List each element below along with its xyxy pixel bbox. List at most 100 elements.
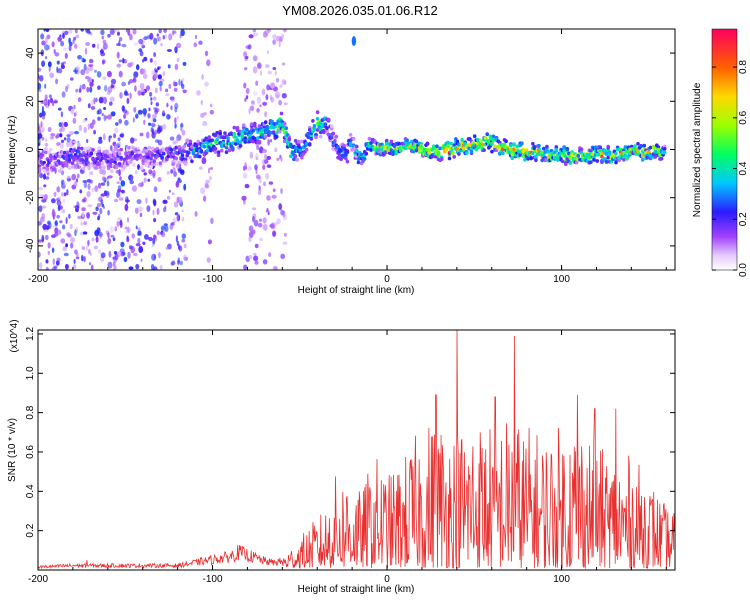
noise-speck [252, 207, 257, 211]
noise-speck [48, 66, 51, 72]
noise-speck [74, 43, 78, 49]
noise-speck [70, 242, 74, 249]
noise-speck [157, 74, 162, 80]
ridge-cell [174, 145, 178, 150]
noise-speck [194, 34, 198, 40]
noise-speck [96, 43, 100, 50]
noise-speck [70, 108, 75, 115]
noise-speck [74, 249, 78, 255]
x-tick-label: -200 [28, 274, 48, 285]
noise-speck [96, 71, 102, 78]
noise-speck [258, 185, 261, 191]
ridge-cell [314, 135, 318, 140]
noise-speck [160, 43, 163, 47]
ridge-cell [617, 156, 621, 160]
noise-speck [59, 133, 63, 138]
ridge-cell [636, 141, 640, 146]
ridge-cell [188, 139, 193, 144]
noise-speck [76, 165, 82, 169]
noise-speck [74, 29, 78, 34]
noise-speck [97, 139, 103, 144]
noise-speck [82, 118, 87, 123]
ridge-cell [66, 150, 70, 155]
ridge-cell [397, 141, 402, 146]
noise-speck [283, 102, 288, 106]
noise-speck [45, 36, 48, 44]
ridge-cell [564, 162, 568, 167]
noise-speck [259, 237, 263, 242]
noise-speck [181, 233, 186, 239]
ridge-cell [141, 161, 145, 166]
noise-speck [116, 181, 120, 185]
noise-speck [63, 137, 67, 141]
noise-speck [145, 85, 151, 91]
noise-speck [278, 99, 282, 106]
noise-speck [73, 258, 76, 265]
noise-speck [139, 132, 144, 137]
noise-speck [70, 237, 76, 243]
noise-speck [43, 99, 48, 105]
ridge-cell [89, 151, 94, 156]
noise-speck [252, 32, 259, 37]
ridge-cell [653, 155, 658, 159]
noise-speck [56, 214, 60, 219]
y-tick-label: -20 [25, 190, 36, 205]
noise-speck [174, 123, 177, 129]
noise-speck [132, 29, 137, 35]
noise-speck [266, 208, 269, 212]
noise-speck [153, 52, 157, 58]
noise-speck [72, 264, 77, 270]
noise-speck [168, 83, 172, 89]
ridge-cell [158, 161, 163, 166]
ridge-cell [213, 150, 218, 155]
ridge-cell [615, 147, 620, 152]
noise-speck [282, 62, 286, 66]
ridge-cell [595, 159, 599, 163]
ridge-cell [504, 139, 508, 144]
ridge-cell [216, 153, 221, 158]
noise-speck [139, 83, 145, 90]
noise-speck [265, 210, 270, 213]
ridge-cell [509, 143, 513, 148]
noise-speck [162, 35, 166, 40]
noise-speck [181, 78, 185, 82]
ridge-cell [567, 151, 571, 156]
noise-speck [63, 181, 67, 186]
noise-speck [243, 51, 248, 58]
ridge-cell [576, 154, 581, 158]
ridge-cell [512, 142, 516, 147]
noise-speck [143, 36, 148, 40]
ridge-cell [116, 148, 120, 153]
colorbar-gradient [711, 28, 738, 271]
noise-speck [253, 219, 259, 227]
snr-panel: -200 -100 0 100 0.2 0.4 0.6 0.8 1.0 1.2 Height of… [7, 319, 676, 595]
noise-speck [173, 167, 176, 175]
noise-speck [266, 84, 271, 91]
noise-speck [257, 62, 262, 69]
noise-speck [153, 186, 158, 193]
noise-speck [247, 166, 252, 171]
ridge-cell [116, 157, 120, 161]
noise-speck [283, 232, 288, 237]
noise-speck [56, 257, 61, 262]
ridge-cell [132, 146, 136, 151]
ridge-cell [67, 166, 72, 171]
ridge-cell [205, 148, 210, 153]
ridge-cell [479, 138, 483, 143]
noise-speck [101, 176, 106, 181]
noise-speck [159, 264, 163, 270]
ridge-cell [282, 139, 287, 144]
ridge-cell [224, 145, 229, 150]
ridge-cell [598, 149, 603, 153]
noise-speck [86, 179, 92, 183]
noise-speck [95, 206, 99, 212]
colorbar-tick-label: 0.2 [738, 212, 749, 226]
noise-speck [56, 186, 61, 193]
noise-speck [98, 97, 104, 104]
ridge-cell [177, 145, 182, 149]
noise-speck [131, 233, 135, 239]
noise-speck [65, 216, 68, 225]
noise-speck [104, 84, 108, 92]
noise-speck [143, 172, 147, 176]
noise-speck [118, 118, 122, 124]
